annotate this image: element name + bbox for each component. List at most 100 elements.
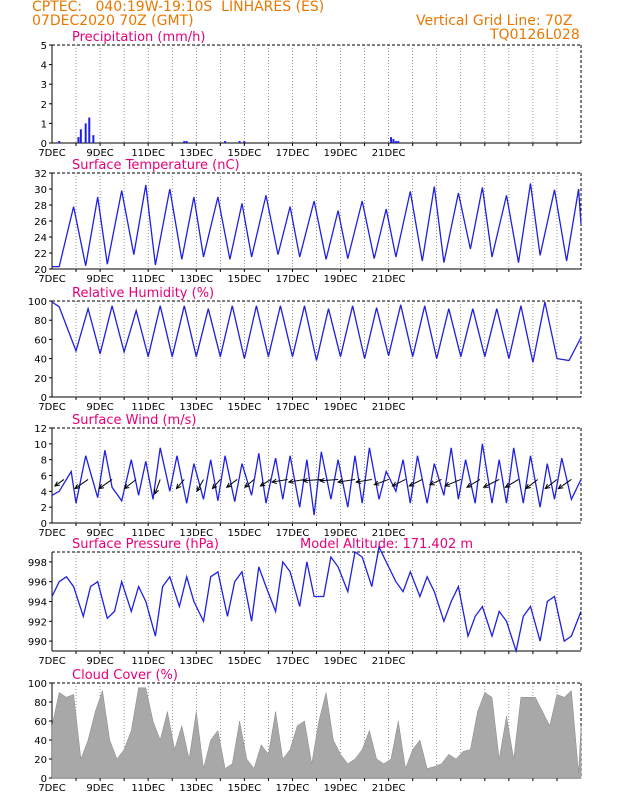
- wind-vector-shaft: [544, 479, 558, 489]
- wind-vector-shaft: [409, 479, 423, 487]
- wind-vector-head: [482, 482, 489, 488]
- y-tick-label: 2: [41, 100, 47, 111]
- wind-vector-shaft: [392, 479, 406, 487]
- panel-title: Surface Temperature (nC): [72, 158, 240, 173]
- wind-vector: [123, 479, 137, 490]
- wind-vector-shaft: [319, 478, 339, 482]
- header-grid-line: Vertical Grid Line: 70Z: [416, 13, 573, 29]
- wind-vector-head: [428, 480, 435, 486]
- wind-vector-shaft: [288, 478, 305, 483]
- y-tick-label: 994: [28, 598, 47, 609]
- precip-bar: [88, 117, 91, 143]
- x-tick-label: 19DEC: [324, 402, 358, 413]
- wind-vector: [74, 479, 89, 490]
- wind-vector: [373, 478, 389, 486]
- x-tick-label: 15DEC: [227, 402, 261, 413]
- wind-vector-shaft: [505, 479, 519, 488]
- wind-vector-shaft: [212, 479, 221, 489]
- panel-title: Surface Pressure (hPa): [72, 537, 219, 552]
- precip-bar: [224, 141, 227, 143]
- y-tick-label: 80: [34, 316, 47, 327]
- wind-vector-shaft: [124, 479, 137, 489]
- x-tick-label: 21DEC: [372, 528, 406, 539]
- precip-bar: [243, 141, 246, 143]
- wind-vector-head: [287, 478, 294, 484]
- y-tick-label: 20: [34, 374, 47, 385]
- wind-vector-head: [336, 478, 343, 485]
- x-tick-label: 21DEC: [372, 148, 406, 159]
- wind-vector-head: [259, 481, 266, 487]
- x-tick-label: 19DEC: [324, 656, 358, 667]
- wind-vector-shaft: [244, 479, 255, 488]
- wind-vector: [482, 479, 500, 488]
- precip-bar: [394, 141, 397, 143]
- x-tick-label: 15DEC: [227, 148, 261, 159]
- x-tick-label: 13DEC: [179, 528, 213, 539]
- wind-vector: [98, 479, 113, 490]
- x-tick-label: 11DEC: [131, 783, 165, 794]
- y-tick-label: 24: [34, 233, 47, 244]
- y-tick-label: 8: [41, 456, 47, 467]
- x-tick-label: 19DEC: [324, 528, 358, 539]
- wind-vector-head: [318, 477, 325, 484]
- wind-vector: [244, 479, 255, 489]
- x-tick-label: 13DEC: [179, 148, 213, 159]
- x-tick-label: 7DEC: [38, 402, 65, 413]
- wind-vector-shaft: [466, 479, 481, 488]
- series-line: [52, 183, 582, 268]
- y-tick-label: 100: [28, 297, 47, 308]
- wind-vector-head: [408, 481, 415, 487]
- y-tick-label: 100: [28, 679, 47, 690]
- panel-2: 20 22 24 26 28 30 32 7DEC 9DEC 11DEC 13DEC 15DEC 17D…: [34, 158, 582, 285]
- precip-bar: [183, 141, 186, 143]
- wind-vector-head: [123, 483, 130, 490]
- panel-annotation: Model Altitude: 171.402 m: [300, 537, 473, 552]
- wind-vector: [391, 479, 406, 487]
- wind-vector-shaft: [303, 478, 322, 482]
- wind-vector-head: [53, 481, 60, 487]
- x-tick-label: 9DEC: [86, 528, 113, 539]
- x-tick-label: 11DEC: [131, 402, 165, 413]
- y-tick-label: 4: [41, 61, 47, 72]
- precip-bar: [392, 139, 395, 143]
- panel-5: 990 992 994 996 998 7DEC 9DEC 11DEC 13DEC 15DEC 17…: [28, 537, 582, 667]
- wind-vector-head: [391, 481, 398, 487]
- x-tick-label: 7DEC: [38, 656, 65, 667]
- x-tick-label: 13DEC: [179, 274, 213, 285]
- wind-vector: [408, 479, 423, 487]
- wind-vector: [211, 479, 221, 490]
- y-tick-label: 80: [34, 698, 47, 709]
- y-tick-label: 0: [41, 519, 47, 530]
- y-tick-label: 6: [41, 472, 47, 483]
- x-tick-label: 13DEC: [179, 402, 213, 413]
- y-tick-label: 60: [34, 335, 47, 346]
- x-tick-label: 21DEC: [372, 656, 406, 667]
- y-tick-label: 996: [28, 578, 47, 589]
- x-tick-label: 15DEC: [227, 656, 261, 667]
- wind-vector: [444, 478, 461, 487]
- wind-vector-head: [244, 482, 250, 489]
- wind-vector-shaft: [54, 479, 65, 487]
- precip-bar: [238, 141, 241, 143]
- x-tick-label: 7DEC: [38, 274, 65, 285]
- wind-vector-head: [525, 483, 532, 490]
- wind-vector-head: [373, 480, 380, 486]
- y-tick-label: 20: [34, 755, 47, 766]
- wind-vector-shaft: [525, 479, 539, 489]
- x-tick-label: 17DEC: [276, 656, 310, 667]
- wind-vector: [355, 478, 372, 484]
- wind-vector-head: [211, 483, 218, 490]
- y-tick-label: 3: [41, 80, 47, 91]
- wind-vector: [544, 479, 558, 490]
- x-tick-label: 19DEC: [324, 783, 358, 794]
- series-line: [51, 443, 582, 516]
- wind-vector-shaft: [260, 479, 272, 487]
- x-tick-label: 9DEC: [86, 274, 113, 285]
- x-tick-label: 11DEC: [131, 528, 165, 539]
- precip-bar: [58, 141, 61, 143]
- wind-vector-shaft: [196, 479, 204, 492]
- x-tick-label: 17DEC: [276, 783, 310, 794]
- wind-vector: [287, 478, 305, 484]
- wind-vector-shaft: [226, 479, 238, 488]
- x-tick-label: 15DEC: [227, 783, 261, 794]
